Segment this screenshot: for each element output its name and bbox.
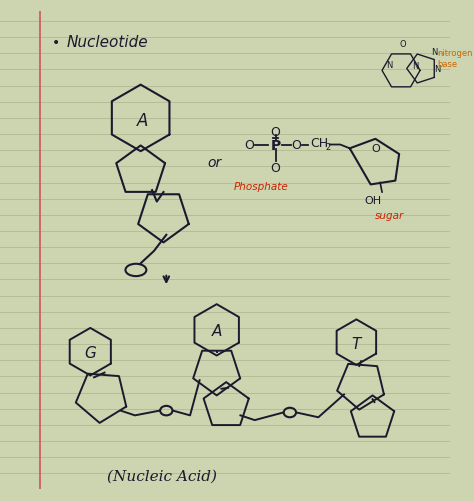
Text: A: A	[211, 324, 222, 339]
Text: N: N	[434, 65, 440, 74]
Text: G: G	[84, 346, 96, 360]
Text: O: O	[292, 139, 301, 152]
Text: O: O	[271, 161, 281, 174]
Text: CH: CH	[310, 137, 328, 150]
Text: N: N	[412, 62, 419, 71]
Text: •: •	[52, 36, 61, 50]
Text: (Nucleic Acid): (Nucleic Acid)	[107, 468, 217, 482]
Text: O: O	[371, 144, 380, 154]
Text: N: N	[386, 61, 393, 70]
Text: O: O	[271, 125, 281, 138]
Text: O: O	[400, 40, 406, 49]
Text: T: T	[352, 336, 361, 351]
Text: N: N	[431, 48, 438, 57]
Text: Nucleotide: Nucleotide	[66, 35, 148, 50]
Text: sugar: sugar	[375, 210, 404, 220]
Text: Phosphate: Phosphate	[234, 182, 289, 192]
Text: OH: OH	[364, 195, 381, 205]
Text: nitrogen
base: nitrogen base	[437, 49, 473, 69]
Text: 2: 2	[325, 143, 330, 152]
Text: P: P	[271, 138, 281, 152]
Text: or: or	[207, 155, 221, 169]
Text: A: A	[137, 112, 148, 130]
Text: O: O	[244, 139, 254, 152]
